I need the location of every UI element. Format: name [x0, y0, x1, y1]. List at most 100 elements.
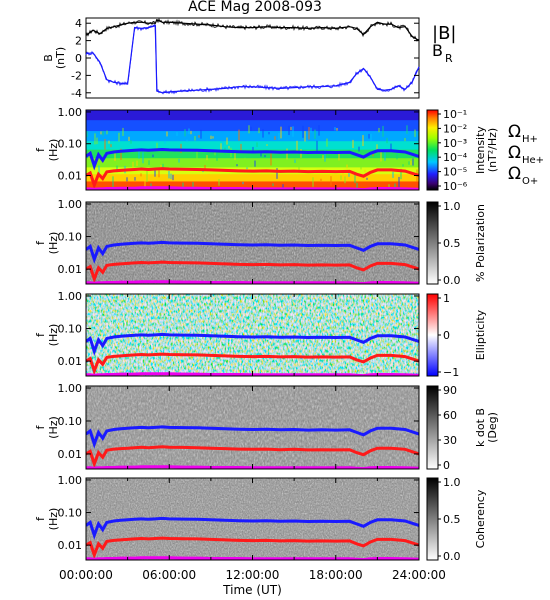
colorbar-tick-label: 90 [443, 384, 457, 397]
spectro-streak [406, 125, 408, 134]
colorbar-tick-label: 10⁻³ [443, 137, 467, 150]
spectro-streak [102, 130, 104, 136]
spectro-streak [172, 174, 174, 181]
spectro-streak [264, 155, 266, 158]
spectro-streak [270, 153, 272, 166]
spectro-streak [332, 175, 334, 179]
spectro-streak [234, 151, 236, 160]
colorbar-label-text: k dot B(Deg) [474, 408, 499, 447]
spectro-streak [132, 161, 134, 171]
spectro-streak [376, 144, 378, 152]
spectro-streak [288, 125, 290, 136]
y-axis-label: f(Hz) [34, 324, 60, 347]
gyro-line-Heplus [86, 352, 419, 376]
spectro-streak [260, 151, 262, 157]
colorbar-tick-label: 10⁻⁵ [443, 166, 467, 179]
spectrogram [86, 202, 419, 284]
colorbar-tick-label: 0.5 [443, 513, 461, 526]
spectro-streak [196, 148, 198, 160]
spectro-streak [350, 171, 352, 181]
x-axis-label: Time (UT) [222, 583, 282, 597]
spectro-streak [414, 129, 416, 137]
legend-omega-Hplus: Ω [508, 122, 521, 142]
spectro-streak [134, 177, 136, 181]
y-axis-label-text: f(Hz) [34, 416, 60, 439]
spectro-streak [232, 178, 234, 181]
y-axis-label-text: f(Hz) [34, 232, 60, 255]
y-tick-label: 2 [75, 35, 82, 48]
spectro-streak [162, 163, 164, 169]
spectro-streak [286, 148, 288, 160]
y-axis-label: f(Hz) [34, 508, 60, 531]
spectro-streak [374, 164, 376, 167]
spectro-streak [284, 159, 286, 162]
y-tick-label: -2 [71, 69, 82, 82]
spectro-streak [98, 165, 100, 175]
y-axis-label-text: B(nT) [42, 47, 67, 69]
spectro-streak [110, 144, 112, 148]
spectro-streak [352, 139, 354, 149]
colorbar [426, 201, 439, 285]
legend-sub: He+ [522, 155, 544, 166]
spectrogram [86, 294, 419, 376]
spectro-band [86, 131, 419, 142]
spectro-streak [148, 160, 150, 165]
spectro-streak [316, 140, 318, 153]
colorbar-label: Ellipticity [474, 309, 487, 360]
spectro-streak [146, 170, 148, 182]
spectro-streak [210, 135, 212, 140]
spectro-streak [218, 179, 220, 186]
spectro-streak [322, 155, 324, 159]
spectro-streak [200, 129, 202, 139]
spectro-streak [156, 142, 158, 150]
y-axis-label: f(Hz) [34, 416, 60, 439]
spectro-streak [214, 150, 216, 156]
spectro-streak [262, 129, 264, 138]
spectro-streak [212, 136, 214, 139]
colorbar-tick-label: 0 [443, 329, 450, 342]
x-axis: 00:00:00 06:00:00 12:00:00 18:00:00 24:00:00… [59, 568, 446, 597]
spectro-streak [192, 182, 194, 190]
spectro-streak [302, 125, 304, 138]
series-jitter [85, 24, 420, 95]
spectro-streak [258, 127, 260, 134]
spectro-streak [396, 153, 398, 160]
y-axis-label: f(Hz) [34, 139, 60, 162]
y-tick-label: 1.00 [58, 290, 83, 303]
spectro-streak [334, 127, 336, 131]
legend-br-sub: R [445, 52, 453, 65]
spectro-streak [116, 165, 118, 173]
spectro-streak [320, 178, 322, 181]
legend-b-mag: |B| [432, 23, 456, 44]
spectro-streak [220, 143, 222, 151]
colorbar [426, 109, 439, 191]
spectro-streak [108, 140, 110, 144]
y-tick-label: 0.01 [58, 539, 83, 552]
spectro-streak [388, 184, 390, 188]
spectro-streak [278, 133, 280, 140]
spectro-streak [290, 126, 292, 131]
spectro-streak [168, 170, 170, 179]
spectro-streak [326, 138, 328, 147]
spectro-streak [206, 155, 208, 161]
gyro-line-Hplus [86, 516, 419, 540]
spectro-streak [142, 152, 144, 164]
y-tick-label: 0.01 [58, 263, 83, 276]
spectro-streak [254, 160, 256, 167]
spectro-streak [382, 125, 384, 137]
spectro-streak [354, 172, 356, 184]
spectro-streak [314, 129, 316, 139]
spectro-streak [252, 146, 254, 152]
spectro-streak [268, 131, 270, 135]
spectro-streak [208, 173, 210, 177]
colorbar-tick-label: 30 [443, 434, 457, 447]
spectrogram [86, 478, 419, 560]
spectro-streak [344, 176, 346, 184]
spectro-streak [358, 146, 360, 152]
y-tick-label: 0.01 [58, 170, 83, 183]
y-tick-label: 0 [75, 52, 82, 65]
colorbar-label-text: Intensity(nT²/Hz) [474, 126, 499, 174]
spectro-streak [306, 139, 308, 142]
gyro-line-Hplus [86, 332, 419, 356]
spectrogram [86, 386, 419, 469]
